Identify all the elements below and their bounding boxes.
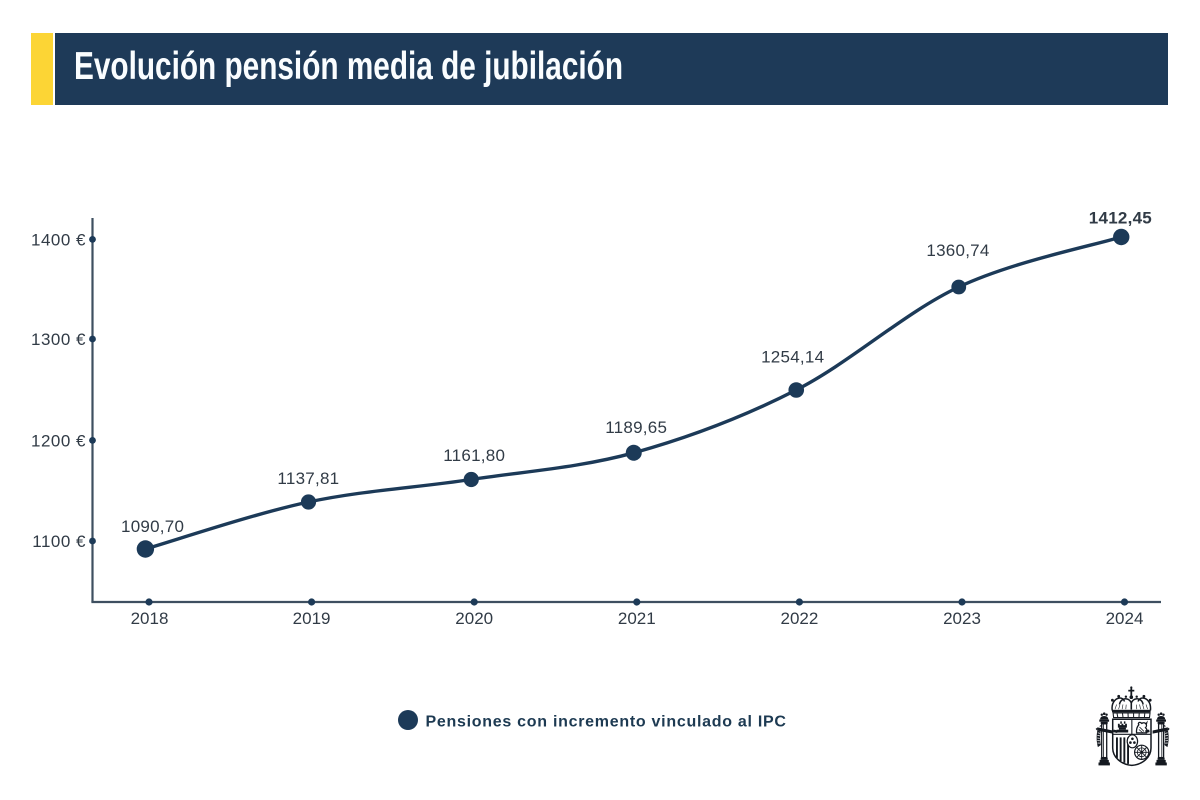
svg-text:2023: 2023 — [943, 609, 981, 628]
svg-text:1412,45: 1412,45 — [1089, 209, 1152, 228]
svg-text:1100 €: 1100 € — [32, 532, 86, 551]
svg-text:2021: 2021 — [618, 609, 656, 628]
svg-text:1360,74: 1360,74 — [926, 241, 989, 260]
svg-text:1300 €: 1300 € — [31, 330, 86, 349]
svg-text:2019: 2019 — [293, 609, 331, 628]
svg-text:1200 €: 1200 € — [31, 431, 86, 450]
svg-text:2024: 2024 — [1106, 609, 1144, 628]
svg-text:1137,81: 1137,81 — [277, 469, 339, 488]
svg-text:1161,80: 1161,80 — [443, 446, 505, 465]
svg-text:1400 €: 1400 € — [31, 230, 86, 249]
svg-text:2022: 2022 — [780, 609, 818, 628]
svg-text:2018: 2018 — [131, 609, 169, 628]
svg-text:Pensiones con incremento vincu: Pensiones con incremento vinculado al IP… — [426, 714, 787, 731]
svg-text:2020: 2020 — [455, 609, 493, 628]
svg-text:1254,14: 1254,14 — [761, 348, 824, 367]
svg-text:1090,70: 1090,70 — [121, 517, 184, 536]
svg-text:1189,65: 1189,65 — [605, 418, 667, 437]
